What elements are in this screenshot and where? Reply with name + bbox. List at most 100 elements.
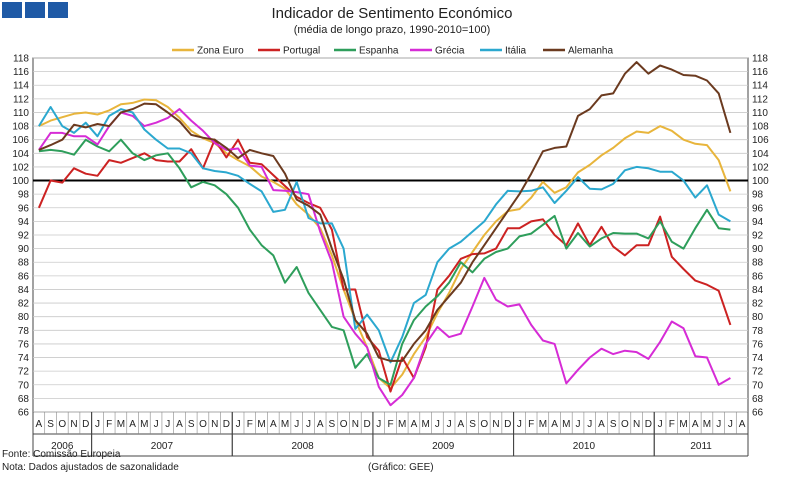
month-tick-label: F <box>669 419 675 430</box>
y-tick-label-left: 118 <box>13 54 29 65</box>
gee-logo <box>2 2 68 18</box>
month-tick-label: S <box>47 419 54 430</box>
y-tick-label-left: 80 <box>18 312 30 323</box>
y-tick-label-right: 68 <box>752 394 764 405</box>
y-tick-label-right: 84 <box>752 285 764 296</box>
y-tick-label-right: 74 <box>752 353 764 364</box>
y-tick-label-right: 118 <box>752 54 768 65</box>
y-tick-label-left: 66 <box>18 408 30 419</box>
y-tick-label-right: 88 <box>752 258 764 269</box>
y-tick-label-left: 116 <box>13 67 29 78</box>
y-tick-label-right: 108 <box>752 122 769 133</box>
month-tick-label: F <box>247 419 253 430</box>
legend-label: Zona Euro <box>197 46 244 57</box>
month-tick-label: J <box>294 419 299 430</box>
month-tick-label: D <box>223 419 230 430</box>
month-tick-label: A <box>457 419 464 430</box>
month-tick-label: J <box>587 419 592 430</box>
series-lines <box>37 61 732 407</box>
month-tick-label: N <box>70 419 77 430</box>
legend-label: Grécia <box>435 46 465 57</box>
year-label: 2007 <box>151 441 174 452</box>
chart-subtitle: (média de longo prazo, 1990-2010=100) <box>294 24 491 36</box>
month-tick-label: M <box>421 419 429 430</box>
month-tick-label: M <box>562 419 570 430</box>
y-tick-label-left: 82 <box>18 299 30 310</box>
y-tick-label-right: 82 <box>752 299 764 310</box>
series-line-espanha <box>38 138 731 386</box>
series-line-zona-euro <box>38 98 732 390</box>
month-tick-label: D <box>645 419 652 430</box>
y-tick-label-left: 104 <box>12 149 29 160</box>
chart-grid <box>32 57 749 413</box>
month-tick-label: J <box>435 419 440 430</box>
month-tick-label: J <box>716 419 721 430</box>
source-note: Fonte: Comissão Europeia <box>2 449 121 460</box>
month-tick-label: J <box>236 419 241 430</box>
y-tick-label-right: 110 <box>752 108 768 119</box>
month-tick-label: M <box>257 419 265 430</box>
month-tick-label: J <box>376 419 381 430</box>
y-tick-label-right: 114 <box>752 81 768 92</box>
month-tick-label: D <box>82 419 89 430</box>
month-tick-label: O <box>621 419 629 430</box>
month-tick-label: O <box>58 419 66 430</box>
y-tick-label-left: 70 <box>18 380 30 391</box>
year-label: 2010 <box>573 441 596 452</box>
month-tick-label: N <box>352 419 359 430</box>
month-tick-label: M <box>281 419 289 430</box>
y-tick-label-left: 84 <box>18 285 30 296</box>
month-tick-label: D <box>504 419 511 430</box>
y-tick-label-right: 66 <box>752 408 764 419</box>
legend: Zona Euro Portugal Espanha Grécia Itália Alem… <box>172 46 613 57</box>
y-tick-label-right: 100 <box>752 176 769 187</box>
y-tick-label-right: 80 <box>752 312 764 323</box>
y-tick-label-right: 116 <box>752 67 768 78</box>
y-tick-label-left: 112 <box>13 94 29 105</box>
month-tick-label: J <box>95 419 100 430</box>
month-tick-label: J <box>517 419 522 430</box>
y-tick-label-left: 76 <box>18 339 30 350</box>
y-tick-label-left: 86 <box>18 271 30 282</box>
month-tick-label: A <box>551 419 558 430</box>
month-tick-label: S <box>188 419 195 430</box>
month-tick-label: N <box>211 419 218 430</box>
month-tick-label: A <box>36 419 43 430</box>
y-tick-label-right: 102 <box>752 162 769 173</box>
series-line-gr-cia <box>38 108 731 407</box>
month-tick-label: F <box>528 419 534 430</box>
month-tick-label: J <box>576 419 581 430</box>
y-tick-label-left: 88 <box>18 258 30 269</box>
month-tick-label: M <box>398 419 406 430</box>
legend-label: Itália <box>505 46 527 57</box>
y-tick-label-left: 102 <box>12 162 29 173</box>
seasonal-note: Nota: Dados ajustados de sazonalidade <box>2 462 179 473</box>
logo-block <box>2 2 22 18</box>
y-tick-label-left: 90 <box>18 244 30 255</box>
y-axes: 66 66 68 68 70 70 72 72 74 74 76 76 78 78 80 80 82 82 84 84… <box>12 54 769 419</box>
series-line-it-lia <box>38 106 731 364</box>
month-tick-label: J <box>447 419 452 430</box>
month-tick-label: D <box>363 419 370 430</box>
chart-credit: (Gráfico: GEE) <box>368 462 434 473</box>
month-tick-label: N <box>492 419 499 430</box>
legend-label: Portugal <box>283 46 320 57</box>
month-tick-label: O <box>340 419 348 430</box>
y-tick-label-left: 94 <box>18 217 30 228</box>
y-tick-label-left: 108 <box>12 122 29 133</box>
month-tick-label: A <box>317 419 324 430</box>
month-tick-label: J <box>728 419 733 430</box>
month-tick-label: M <box>679 419 687 430</box>
month-tick-label: F <box>106 419 112 430</box>
y-tick-label-left: 68 <box>18 394 30 405</box>
y-tick-label-left: 110 <box>13 108 29 119</box>
month-tick-label: A <box>739 419 746 430</box>
month-tick-label: M <box>539 419 547 430</box>
y-tick-label-right: 94 <box>752 217 764 228</box>
y-tick-label-right: 96 <box>752 203 764 214</box>
month-tick-label: A <box>176 419 183 430</box>
month-tick-label: M <box>140 419 148 430</box>
logo-block <box>48 2 68 18</box>
year-label: 2006 <box>51 441 74 452</box>
